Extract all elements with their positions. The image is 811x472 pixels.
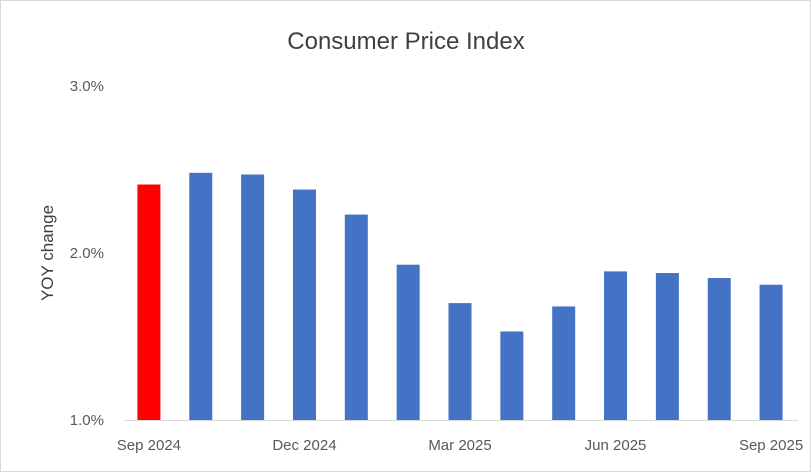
bar-jan-2025 [344, 214, 368, 420]
bar-oct-2024 [189, 172, 213, 420]
x-tick-label: Sep 2025 [739, 437, 803, 454]
bar-apr-2025 [500, 331, 524, 420]
bar-mar-2025 [448, 303, 472, 420]
bar-jun-2025 [604, 271, 628, 420]
bar-sep-2025 [759, 284, 783, 420]
bar-nov-2024 [241, 174, 265, 420]
bars [137, 172, 783, 420]
x-tick-label: Mar 2025 [428, 437, 491, 454]
bar-jul-2025 [655, 273, 679, 420]
y-axis-ticks: 1.0% 2.0% 3.0% [70, 78, 104, 429]
x-tick-label: Jun 2025 [585, 437, 647, 454]
x-tick-label: Dec 2024 [272, 437, 336, 454]
bar-aug-2025 [707, 278, 731, 420]
bar-dec-2024 [292, 189, 316, 420]
chart-title: Consumer Price Index [287, 28, 524, 55]
y-tick-label: 3.0% [70, 78, 104, 95]
bar-feb-2025 [396, 264, 420, 420]
bar-may-2025 [552, 306, 576, 420]
x-axis-ticks: Sep 2024 Dec 2024 Mar 2025 Jun 2025 Sep 2025 [117, 437, 803, 454]
y-axis-label: YOY change [38, 205, 57, 301]
bar-sep-2024 [137, 184, 161, 420]
y-tick-label: 1.0% [70, 412, 104, 429]
x-tick-label: Sep 2024 [117, 437, 181, 454]
y-tick-label: 2.0% [70, 245, 104, 262]
